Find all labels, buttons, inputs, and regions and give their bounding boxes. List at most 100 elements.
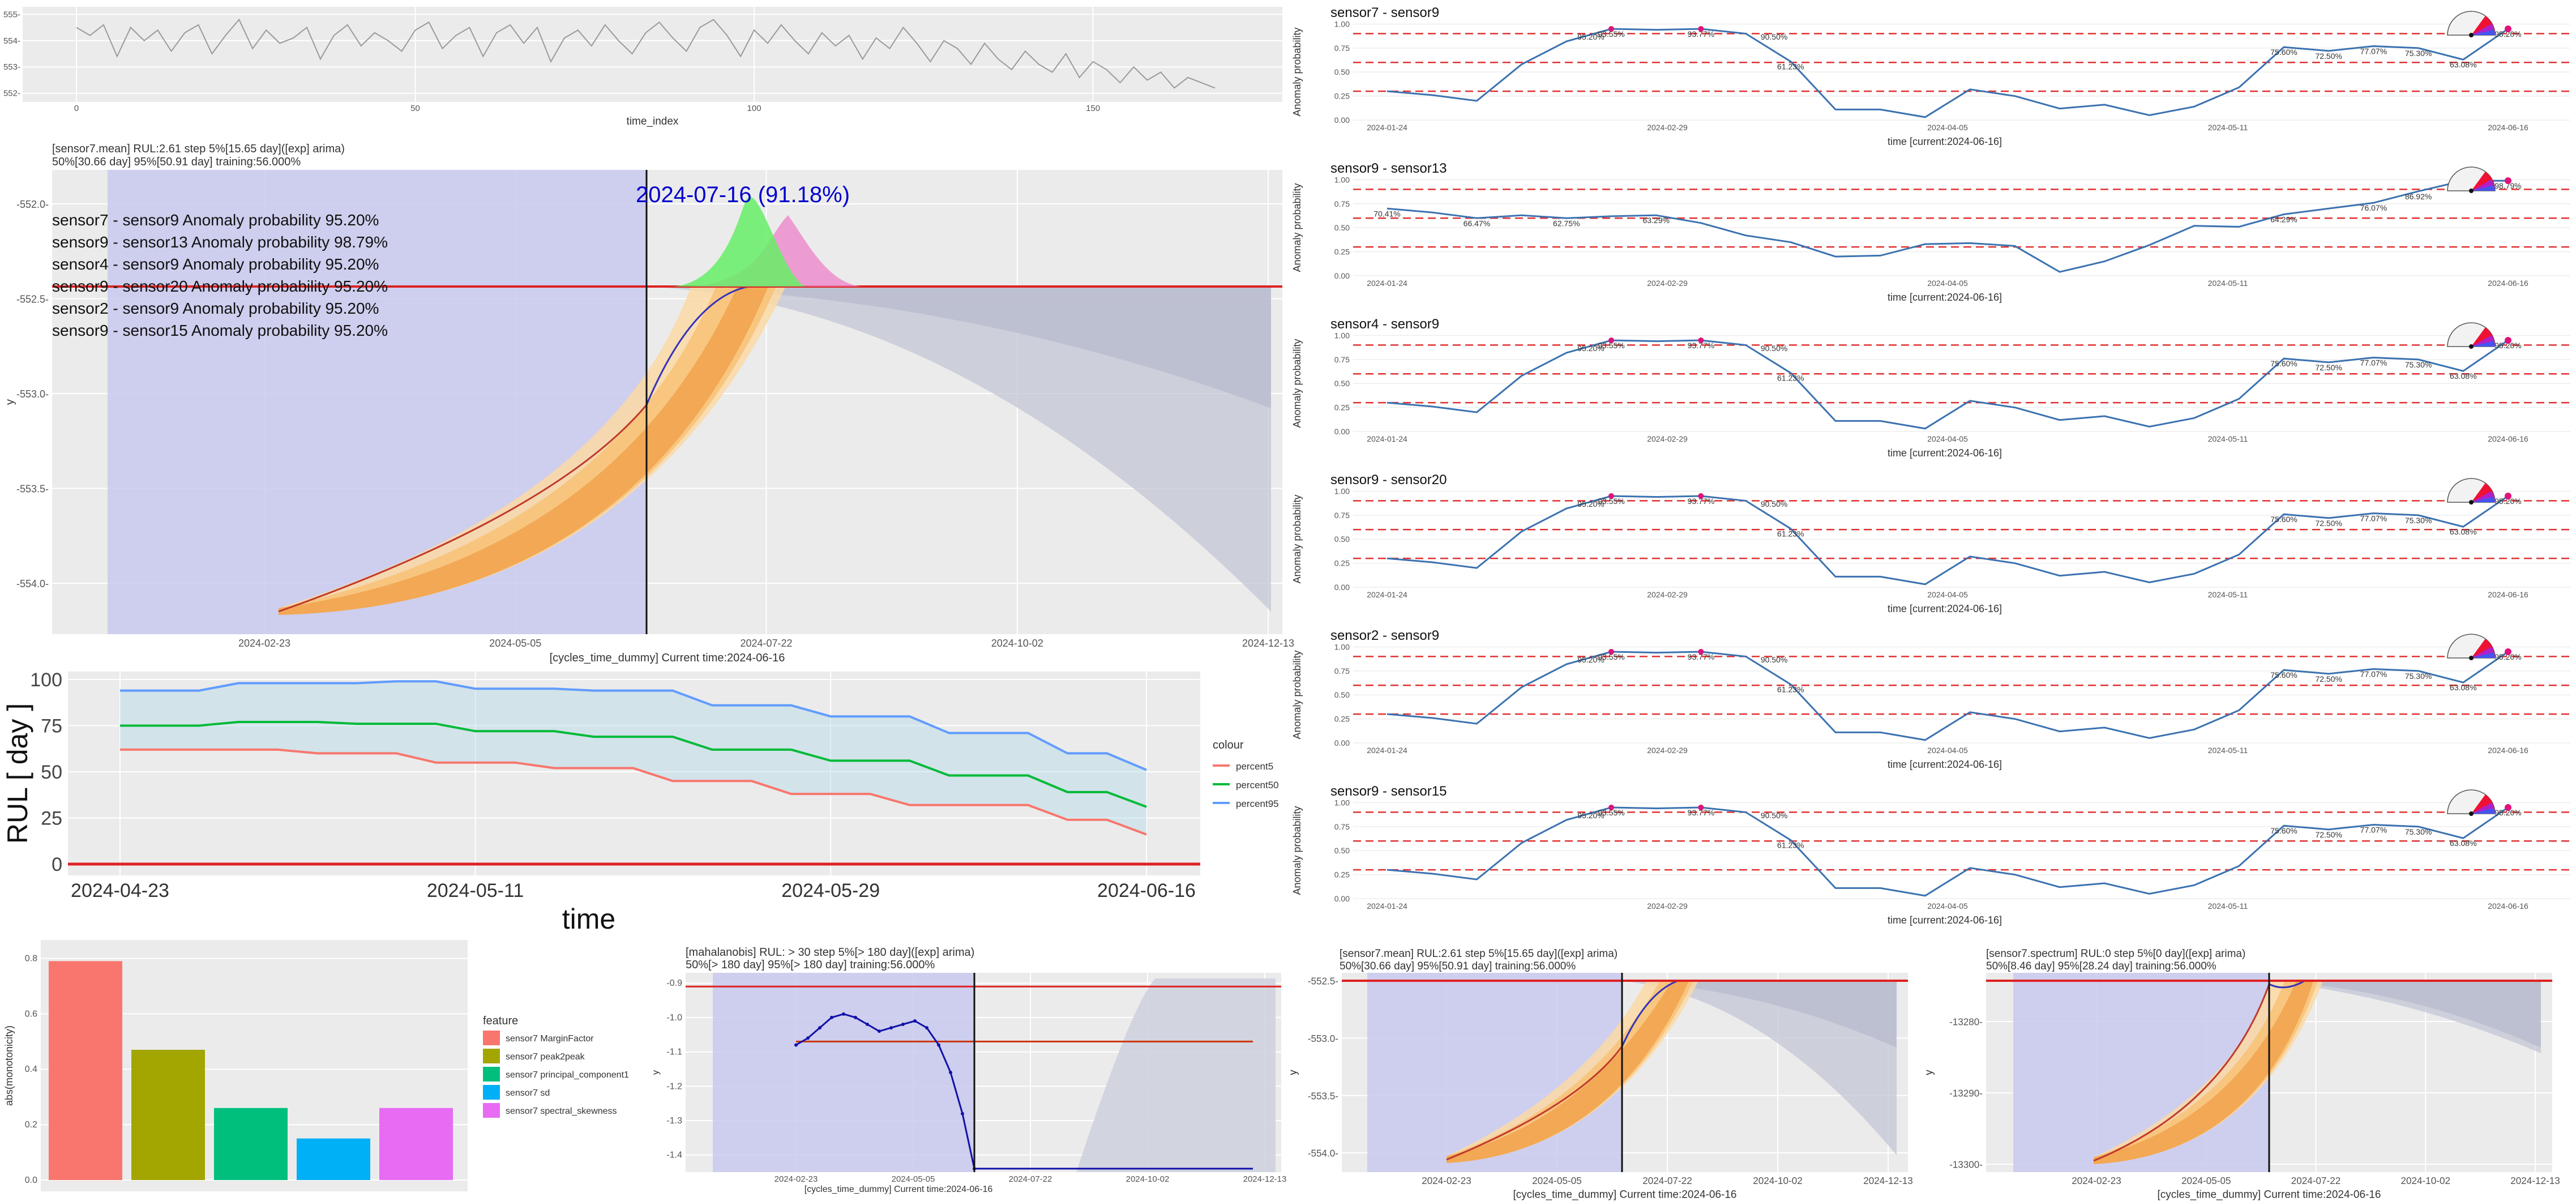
y-tick-label: -13280- xyxy=(1949,1017,1983,1028)
point-label: 93.77% xyxy=(1688,808,1714,817)
y-tick-label: 0.75 xyxy=(1334,666,1350,676)
data-point xyxy=(925,1026,928,1030)
forecast-interval xyxy=(1076,978,1276,1172)
gauge-segment-blue xyxy=(2471,652,2495,658)
anomaly-panel-1: sensor9 - sensor13 70.41% 66.47% 62.75% 63.2… xyxy=(1291,161,2570,303)
y-tick-label: -554.0- xyxy=(16,578,49,589)
anomaly-panel-5: sensor9 - sensor15 93.55% 93.77% 61.23% 75.6… xyxy=(1291,784,2570,926)
y-tick-label: 0.75 xyxy=(1334,822,1350,831)
rul-line-percent95 xyxy=(120,680,1147,771)
point-label: 66.47% xyxy=(1464,219,1490,228)
point-label: 75.60% xyxy=(2270,826,2297,835)
point-label: 77.07% xyxy=(2360,669,2387,678)
data-point xyxy=(949,1071,952,1074)
point-label: 93.77% xyxy=(1688,29,1714,39)
point-label: 75.30% xyxy=(2405,672,2432,681)
peak-marker xyxy=(1608,337,1614,343)
current-marker xyxy=(2505,803,2511,811)
y-tick-label: -1.4 xyxy=(666,1151,682,1160)
y-tick-label: 1.00 xyxy=(1334,798,1350,807)
point-label: 61.23% xyxy=(1777,685,1804,694)
y-axis-label: y xyxy=(4,399,16,405)
x-axis-label: time_index xyxy=(627,116,679,127)
point-label: 72.50% xyxy=(2315,674,2342,683)
x-tick-label: 2024-05-29 xyxy=(781,880,880,901)
x-tick-label: 2024-04-05 xyxy=(1927,590,1968,599)
y-axis-label: y xyxy=(651,1070,661,1075)
x-axis-label: time [current:2024-06-16] xyxy=(1888,136,2002,147)
forecast-median xyxy=(2269,980,2305,989)
point-label: 75.60% xyxy=(2270,670,2297,679)
bar-0 xyxy=(49,961,122,1180)
point-label: 93.55% xyxy=(1598,497,1624,506)
y-tick-label: 0.8 xyxy=(25,954,37,963)
y-tick-label: 0.4 xyxy=(25,1065,37,1074)
y-tick-label: -552.5- xyxy=(16,294,49,305)
y-tick-label: 0.6 xyxy=(25,1009,37,1019)
data-point xyxy=(818,1026,821,1030)
x-tick-label: 2024-01-24 xyxy=(1367,279,1407,288)
mahalanobis-panel: [mahalanobis] RUL: > 30 step 5%[> 180 da… xyxy=(651,946,1286,1194)
point-label: 77.07% xyxy=(2360,514,2387,523)
point-label: 95.20% xyxy=(1577,655,1604,664)
point-label: 93.77% xyxy=(1688,341,1714,350)
forecast-band-2 xyxy=(279,287,768,615)
point-label: 75.30% xyxy=(2405,516,2432,525)
point-label: 95.20% xyxy=(2494,29,2521,39)
y-tick-label: -1.2 xyxy=(666,1082,682,1091)
x-tick-label: 2024-02-23 xyxy=(1422,1176,1471,1186)
x-tick-label: 2024-04-05 xyxy=(1927,123,1968,132)
monotonicity-panel: 0.0 0.2 0.4 0.6 0.8 abs(monotonicity) feature s… xyxy=(3,940,629,1191)
point-label: 93.77% xyxy=(1688,652,1714,661)
probability-line xyxy=(1387,28,2509,118)
x-tick-label: 2024-06-16 xyxy=(2488,434,2528,443)
peak-marker xyxy=(1698,493,1704,499)
point-label: 90.50% xyxy=(1761,811,1787,820)
y-tick-label: 0.50 xyxy=(1334,535,1350,544)
point-label: 75.60% xyxy=(2270,48,2297,57)
y-tick-label: -13290- xyxy=(1949,1088,1983,1099)
point-label: 93.55% xyxy=(1598,808,1624,817)
y-tick-label: 50 xyxy=(41,762,62,783)
point-label: 95.20% xyxy=(2494,341,2521,350)
y-tick-label: 0.00 xyxy=(1334,738,1350,747)
bar-3 xyxy=(297,1138,370,1180)
x-tick-label: 2024-05-11 xyxy=(2208,279,2248,288)
y-axis-label: Anomaly probability xyxy=(1291,650,1303,739)
point-label: 77.07% xyxy=(2360,358,2387,367)
legend-label: sensor7 peak2peak xyxy=(506,1052,585,1062)
legend-label: sensor7 sd xyxy=(506,1088,550,1098)
y-tick-label: -553.0- xyxy=(1308,1033,1338,1044)
forecast-median xyxy=(1621,980,1679,1047)
y-axis-label: Anomaly probability xyxy=(1291,339,1303,428)
gauge-pivot xyxy=(2469,500,2474,505)
forecast-band-0 xyxy=(279,287,786,615)
forecast-panel-mean_small: [sensor7.mean] RUL:2.61 step 5%[15.65 da… xyxy=(1287,948,1913,1200)
point-label: 90.50% xyxy=(1761,32,1787,41)
point-label: 77.07% xyxy=(2360,46,2387,55)
x-tick-label: 2024-06-16 xyxy=(1097,880,1196,901)
gauge-pivot xyxy=(2469,189,2474,193)
y-tick-label: 0.50 xyxy=(1334,379,1350,388)
x-axis-label: time [current:2024-06-16] xyxy=(1888,914,2002,926)
point-label: 95.20% xyxy=(2494,497,2521,506)
x-axis-label: time [current:2024-06-16] xyxy=(1888,603,2002,614)
point-label: 98.79% xyxy=(2494,181,2521,190)
legend-swatch xyxy=(483,1067,500,1082)
x-tick-label: 2024-02-29 xyxy=(1647,901,1688,911)
data-point xyxy=(806,1036,810,1040)
forecast-interval-inner xyxy=(647,287,1271,408)
bar-1 xyxy=(131,1049,205,1180)
y-tick-label: 100 xyxy=(30,669,62,691)
panel-title: sensor9 - sensor15 xyxy=(1330,784,1447,799)
legend-label: sensor7 principal_component1 xyxy=(506,1070,629,1080)
point-label: 95.20% xyxy=(1577,32,1604,41)
gauge-pivot xyxy=(2469,33,2474,37)
point-label: 95.20% xyxy=(2494,808,2521,817)
y-tick-label: 554- xyxy=(3,36,20,46)
x-axis-label: [cycles_time_dummy] Current time:2024-06… xyxy=(550,652,785,664)
legend-label: percent5 xyxy=(1236,761,1273,772)
rul-panel: 0 25 50 75 100 2024-04-23 2024-05-11 2024-05-29… xyxy=(2,669,1279,935)
anomaly-annotation: sensor4 - sensor9 Anomaly probability 95… xyxy=(52,255,379,273)
current-marker xyxy=(2505,177,2511,185)
